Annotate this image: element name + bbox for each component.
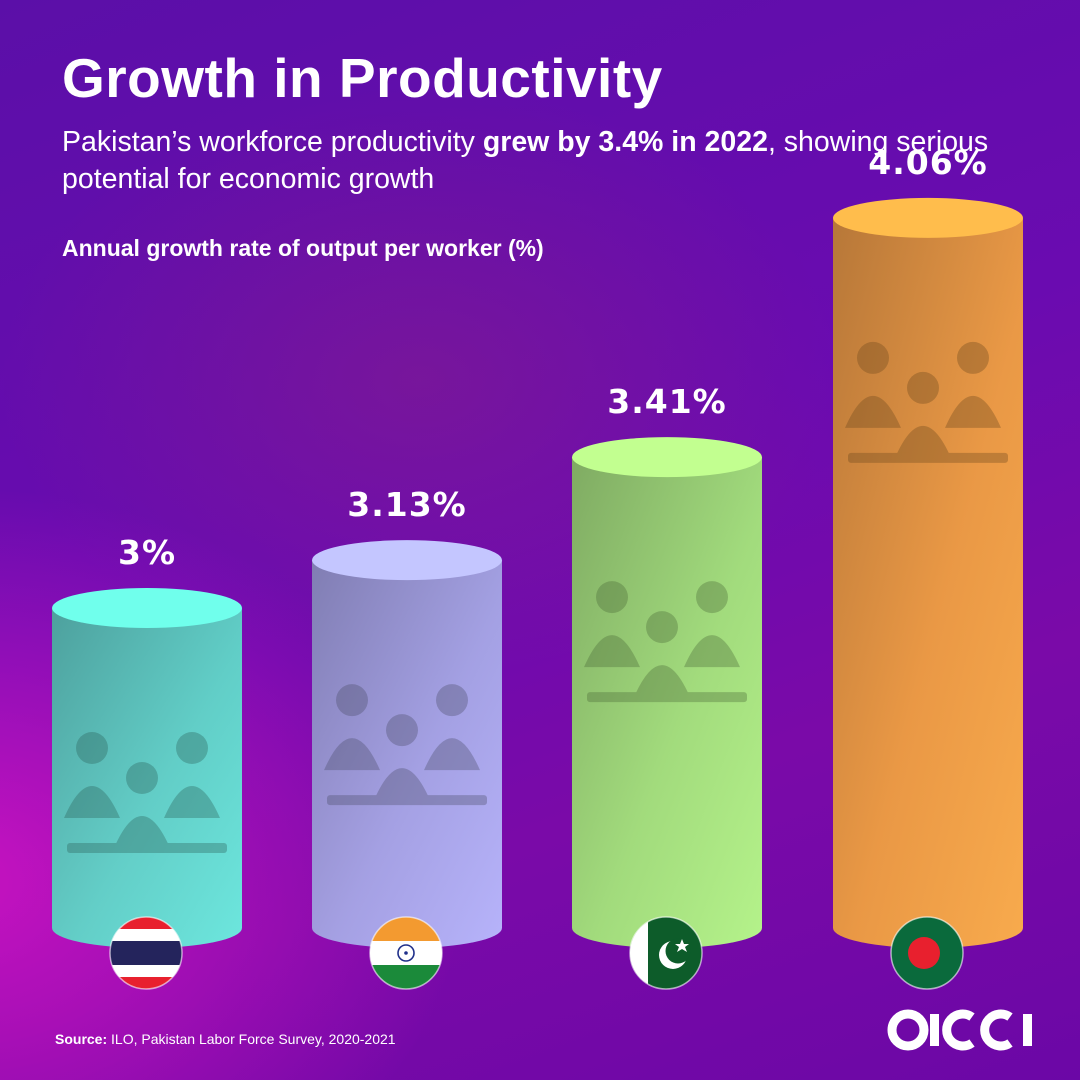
bar-top <box>572 437 762 478</box>
source-note: Source: ILO, Pakistan Labor Force Survey… <box>55 1031 396 1047</box>
oicci-logo-icon <box>887 1009 1032 1051</box>
flag-border <box>629 916 703 990</box>
bar-top <box>52 588 242 628</box>
bar-bangladesh <box>833 197 1023 949</box>
flag-border <box>369 916 443 990</box>
subtitle-highlight: grew by 3.4% in 2022 <box>482 126 768 158</box>
bar-body <box>833 217 1023 949</box>
data-label: 4.06% <box>868 143 988 182</box>
bar-top <box>312 540 502 581</box>
bar-body <box>312 560 502 948</box>
bar-body <box>52 608 242 948</box>
chart-title: Annual growth rate of output per worker … <box>62 235 544 261</box>
oicci-logo: oicci <box>886 1004 1036 1056</box>
bar-thailand <box>52 588 242 948</box>
bar-india <box>312 540 502 948</box>
data-label: 3.13% <box>347 485 467 524</box>
page-title: Growth in Productivity <box>62 47 663 109</box>
flag-border <box>890 916 964 990</box>
source-text: ILO, Pakistan Labor Force Survey, 2020-2… <box>107 1031 396 1047</box>
subtitle: Pakistan’s workforce productivity grew b… <box>62 124 1042 198</box>
bar-body <box>572 457 762 948</box>
source-label: Source: <box>55 1031 108 1047</box>
bangladesh-flag-icon <box>891 917 963 989</box>
data-label: 3.41% <box>607 382 727 421</box>
subtitle-text-end: , showing serious potential for economic… <box>62 126 989 195</box>
bar-top <box>833 197 1023 238</box>
data-label: 3% <box>118 533 176 572</box>
bar-pakistan <box>572 437 762 948</box>
flag-border <box>109 916 183 990</box>
subtitle-text: Pakistan’s workforce productivity <box>62 126 483 158</box>
